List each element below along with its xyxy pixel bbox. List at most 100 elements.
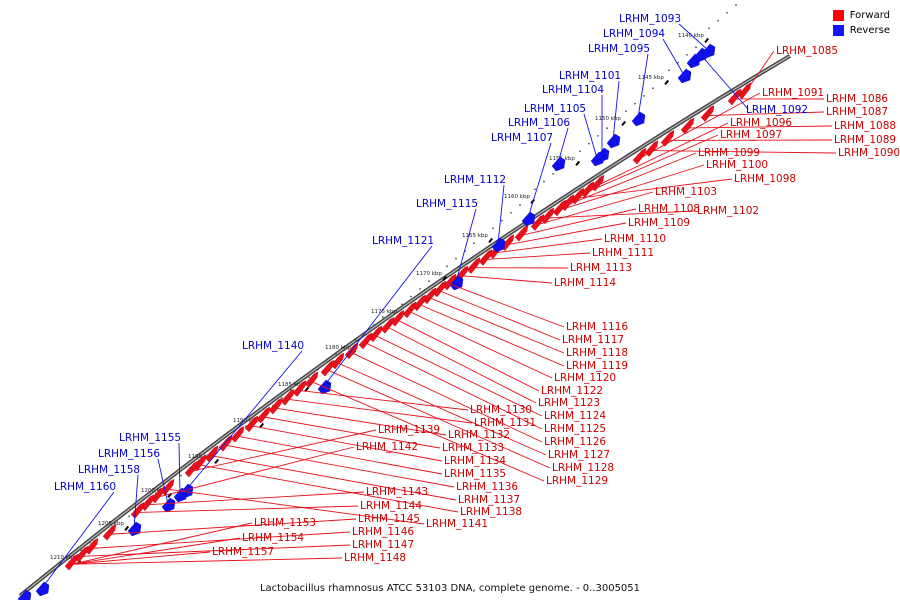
tick-dot [308, 376, 310, 379]
forward-gene-arrow [514, 224, 529, 242]
forward-leader-line [71, 537, 241, 565]
forward-leader-line [375, 335, 543, 417]
tick-dot [501, 219, 503, 222]
forward-gene-arrow [230, 425, 245, 443]
forward-leader-line [429, 297, 565, 354]
tick-dot [579, 150, 581, 153]
reverse-gene-arrow [701, 43, 716, 59]
forward-gene-label: LRHM_1122 [541, 385, 603, 397]
forward-leader-line [211, 455, 457, 501]
forward-gene-label: LRHM_1096 [730, 117, 792, 129]
tick-dot [543, 180, 545, 183]
forward-gene-arrow [540, 207, 555, 225]
reverse-gene-arrow [590, 151, 605, 167]
forward-leader-line [109, 518, 357, 535]
forward-gene-label: LRHM_1097 [720, 129, 782, 141]
reverse-gene-arrow [17, 589, 32, 600]
tick-label: 1165 kbp [462, 233, 488, 239]
forward-gene-arrow [737, 82, 752, 100]
forward-gene-arrow [150, 486, 165, 504]
forward-gene-label: LRHM_1153 [254, 517, 316, 529]
forward-gene-label: LRHM_1130 [470, 404, 532, 416]
forward-gene-arrow [140, 494, 155, 512]
forward-leader-line [365, 342, 543, 430]
forward-leader-line [687, 125, 833, 129]
forward-gene-arrow [292, 380, 307, 397]
forward-gene-arrow [330, 352, 345, 370]
forward-gene-arrow [570, 187, 585, 205]
forward-gene-label: LRHM_1120 [554, 372, 616, 384]
forward-leader-line [199, 464, 459, 513]
forward-leader-line [157, 446, 355, 498]
forward-gene-label: LRHM_1136 [456, 481, 518, 493]
reverse-leader-line [662, 38, 685, 76]
forward-leader-line [237, 435, 443, 475]
forward-leader-line [439, 290, 561, 341]
reverse-gene-label: LRHM_1093 [619, 13, 681, 25]
forward-gene-label: LRHM_1099 [698, 147, 760, 159]
forward-gene-label: LRHM_1129 [546, 475, 608, 487]
forward-gene-label: LRHM_1135 [444, 468, 506, 480]
tick-dot [643, 95, 645, 97]
reverse-leader-line [323, 245, 433, 387]
tick-label: 1145 kbp [638, 75, 664, 81]
forward-gene-arrow [380, 316, 395, 334]
tick-dot [717, 19, 719, 22]
tick-dot [473, 242, 475, 245]
forward-gene-label: LRHM_1145 [358, 513, 420, 525]
forward-gene-arrow [74, 545, 89, 563]
reverse-leader-line [133, 474, 139, 529]
reverse-gene-label: LRHM_1104 [542, 84, 604, 96]
tick-label: 1160 kbp [504, 194, 530, 200]
tick-dot [419, 288, 421, 290]
reverse-gene-label: LRHM_1095 [588, 43, 650, 55]
tick-dot [80, 549, 82, 552]
tick-label: 1180 kbp [325, 345, 351, 351]
forward-leader-line [81, 544, 351, 557]
forward-gene-arrow [422, 287, 437, 305]
forward-gene-arrow [64, 553, 79, 571]
tick-dot [355, 339, 357, 342]
forward-gene-arrow [358, 332, 373, 350]
forward-gene-label: LRHM_1098 [734, 173, 796, 185]
tick-dot [726, 12, 728, 14]
forward-gene-arrow [727, 88, 742, 106]
tick-dot [180, 474, 182, 477]
forward-leader-line [567, 152, 697, 206]
forward-leader-line [651, 150, 837, 154]
reverse-gene-label: LRHM_1158 [78, 464, 140, 476]
forward-gene-label: LRHM_1126 [544, 436, 606, 448]
forward-leader-line [461, 275, 553, 284]
forward-gene-label: LRHM_1108 [638, 203, 700, 215]
forward-gene-label: LRHM_1116 [566, 321, 628, 333]
forward-gene-arrow [412, 294, 427, 312]
genome-caption: Lactobacillus rhamnosus ATCC 53103 DNA, … [259, 583, 641, 594]
forward-gene-arrow [320, 359, 335, 377]
forward-gene-arrow [632, 147, 647, 165]
forward-leader-line [577, 178, 733, 199]
tick-dot [625, 110, 627, 113]
reverse-gene-label: LRHM_1140 [242, 340, 304, 352]
forward-gene-label: LRHM_1114 [554, 277, 616, 289]
reverse-swatch [832, 25, 844, 36]
tick-mark [488, 237, 494, 243]
forward-gene-label: LRHM_1087 [826, 106, 888, 118]
legend-reverse-label: Reverse [849, 25, 890, 36]
forward-gene-arrow [402, 301, 417, 319]
forward-leader-line [71, 522, 253, 565]
forward-leader-line [251, 425, 443, 462]
forward-gene-arrow [466, 257, 481, 274]
reverse-leader-line [637, 53, 649, 119]
reverse-gene-arrow [161, 497, 176, 513]
forward-gene-label: LRHM_1157 [212, 546, 274, 558]
forward-gene-label: LRHM_1090 [838, 147, 900, 159]
reverse-leader-line [678, 23, 709, 51]
tick-dot [652, 87, 654, 90]
forward-gene-label: LRHM_1091 [762, 87, 824, 99]
tick-label: 1140 kbp [678, 33, 704, 39]
forward-gene-label: LRHM_1154 [242, 532, 304, 544]
reverse-gene-label: LRHM_1156 [98, 448, 160, 460]
reverse-leader-line [41, 491, 115, 589]
forward-leader-line [449, 283, 565, 328]
forward-leader-line [225, 444, 455, 488]
